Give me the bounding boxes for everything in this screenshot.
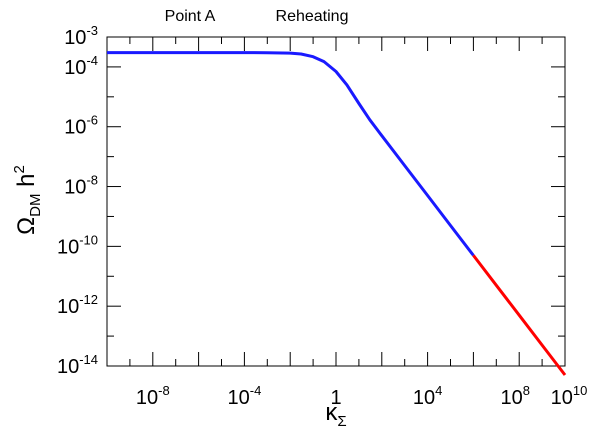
y-tick-label: 10-3 [64,23,98,49]
x-tick-label: 1010 [551,383,588,409]
y-tick-label-exp: -12 [79,292,98,307]
annotation-reheating: Reheating [276,8,349,25]
x-tick-label: 1 [330,387,341,409]
y-tick-label-exp: -14 [79,352,98,367]
y-tick-label: 10-4 [64,53,98,79]
y-tick-label-exp: -10 [79,232,98,247]
x-tick-label-base: 10 [227,387,249,409]
y-tick-label-exp: -3 [86,23,98,38]
x-tick-label-base: 10 [136,387,158,409]
y-tick-label-base: 10 [64,177,86,199]
annotation-point-a: Point A [165,8,216,25]
x-tick-label-exp: -8 [158,383,170,398]
y-axis-title: ΩDM h2 [11,165,44,235]
series-line-0 [107,51,475,257]
x-tick-label-exp: 8 [523,383,530,398]
x-tick-label-base: 1 [330,387,341,409]
tick-marks [106,36,566,367]
y-axis-title-sup: 2 [11,165,28,173]
series-group [107,51,567,376]
y-tick-label-exp: -8 [86,173,98,188]
x-axis-title: κΣ [325,399,346,430]
x-tick-label-base: 10 [500,387,522,409]
series-line-1 [472,254,567,376]
x-tick-label: 10-8 [136,383,170,409]
y-tick-label: 10-12 [57,292,98,318]
y-tick-label: 10-8 [64,173,98,199]
y-tick-label-exp: -6 [86,113,98,128]
y-tick-label-base: 10 [64,117,86,139]
y-tick-label-base: 10 [57,296,79,318]
plot-frame [106,36,566,367]
x-axis-title-base: κ [325,399,338,426]
y-axis-title-tail: h [13,174,40,194]
y-tick-label-base: 10 [64,57,86,79]
x-tick-label: 104 [413,383,442,409]
y-tick-label: 10-6 [64,113,98,139]
y-axis-title-base: Ω [13,217,40,235]
x-tick-label-base: 10 [413,387,435,409]
y-tick-label-base: 10 [57,236,79,258]
y-tick-label-exp: -4 [86,53,98,68]
x-tick-label-exp: 4 [435,383,442,398]
x-tick-label-exp: -4 [250,383,262,398]
x-tick-labels: 10-8 10-4 1 104 108 1010 [136,383,587,409]
x-tick-label-base: 10 [551,387,573,409]
y-tick-label-base: 10 [64,27,86,49]
y-tick-label-base: 10 [57,356,79,378]
x-axis-title-sub: Σ [337,413,346,430]
y-tick-label: 10-14 [57,352,98,378]
y-tick-label: 10-10 [57,232,98,258]
x-tick-label: 108 [500,383,529,409]
y-axis-title-sub: DM [27,194,44,217]
x-tick-label-exp: 10 [573,383,587,398]
x-tick-label: 10-4 [227,383,261,409]
